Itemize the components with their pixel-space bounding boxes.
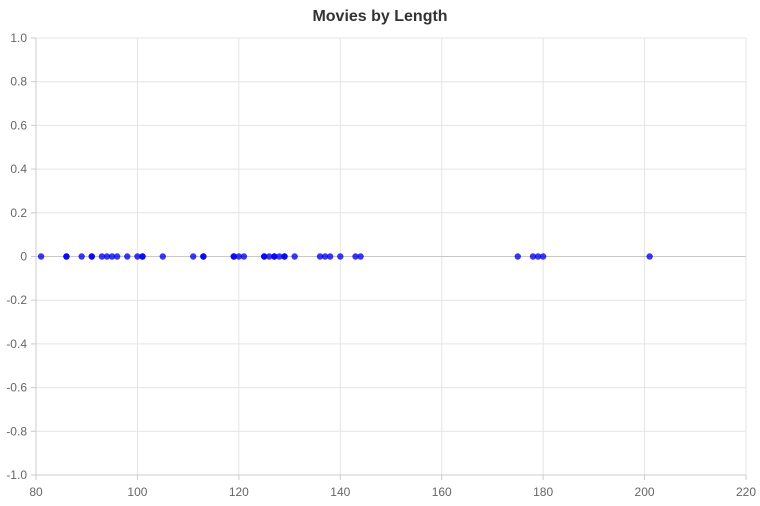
data-point bbox=[261, 253, 268, 260]
data-point bbox=[78, 253, 85, 260]
x-tick-label: 220 bbox=[736, 485, 756, 499]
data-point bbox=[240, 253, 248, 260]
data-point bbox=[190, 253, 197, 260]
y-tick-label: -0.4 bbox=[6, 337, 27, 351]
y-tick-label: 1.0 bbox=[10, 31, 27, 45]
data-point bbox=[271, 253, 278, 260]
data-point bbox=[200, 253, 207, 260]
x-tick-label: 180 bbox=[533, 485, 553, 499]
axes bbox=[31, 37, 747, 480]
data-point bbox=[63, 253, 70, 260]
data-point bbox=[230, 253, 237, 260]
chart-title: Movies by Length bbox=[312, 8, 448, 25]
data-point bbox=[108, 253, 116, 260]
data-point bbox=[139, 253, 146, 260]
data-point bbox=[534, 253, 542, 260]
data-point bbox=[235, 253, 243, 260]
y-tick-label: 0.6 bbox=[10, 118, 27, 132]
data-point bbox=[316, 253, 324, 260]
data-point bbox=[98, 253, 106, 260]
data-point bbox=[291, 253, 298, 260]
y-tick-label: -0.8 bbox=[6, 424, 27, 438]
data-point bbox=[113, 253, 121, 260]
data-point bbox=[103, 253, 111, 260]
data-point bbox=[37, 253, 45, 260]
y-tick-label: -0.2 bbox=[6, 293, 27, 307]
y-tick-label: 0.2 bbox=[10, 206, 27, 220]
x-tick-label: 100 bbox=[127, 485, 147, 499]
tick-labels: 80 100 120 140 160 180 200 220 1.0 0.8 0.6 0.4 0.2 0 -… bbox=[6, 31, 756, 499]
data-point bbox=[134, 253, 141, 260]
x-tick-label: 80 bbox=[29, 485, 43, 499]
data-point bbox=[88, 253, 95, 260]
x-tick-label: 140 bbox=[330, 485, 350, 499]
data-point bbox=[124, 253, 131, 260]
data-point bbox=[352, 253, 359, 260]
y-tick-label: -1.0 bbox=[6, 468, 27, 482]
data-point bbox=[539, 253, 547, 260]
data-point bbox=[357, 253, 364, 260]
data-point bbox=[281, 253, 288, 260]
data-point bbox=[159, 253, 166, 260]
data-point bbox=[337, 253, 344, 260]
y-tick-label: 0.8 bbox=[10, 75, 27, 89]
x-tick-label: 160 bbox=[432, 485, 452, 499]
x-tick-label: 200 bbox=[635, 485, 655, 499]
data-point bbox=[321, 253, 329, 260]
data-point bbox=[514, 253, 521, 260]
x-tick-label: 120 bbox=[229, 485, 249, 499]
data-points bbox=[37, 253, 653, 260]
y-tick-label: -0.6 bbox=[6, 381, 27, 395]
data-point bbox=[646, 253, 653, 260]
data-point bbox=[529, 253, 537, 260]
y-tick-label: 0 bbox=[20, 250, 27, 264]
data-point bbox=[276, 253, 283, 260]
y-tick-label: 0.4 bbox=[10, 162, 27, 176]
data-point bbox=[326, 253, 334, 260]
data-point bbox=[266, 253, 273, 260]
